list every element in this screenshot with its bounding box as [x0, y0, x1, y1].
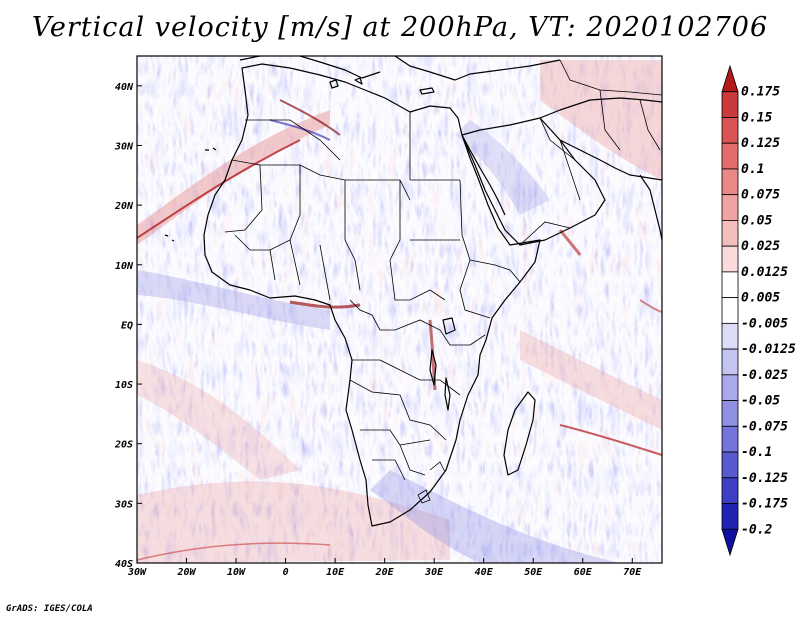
- colorbar-label: 0.005: [741, 291, 780, 306]
- coastlines: [164, 56, 662, 527]
- plot-frame: [136, 55, 663, 564]
- colorbar-swatch: [721, 297, 739, 324]
- y-tick-label: 40S: [115, 559, 133, 570]
- colorbar-label: 0.15: [741, 110, 772, 125]
- y-tick-label: 20S: [114, 440, 133, 451]
- colorbar-label: -0.075: [741, 419, 788, 434]
- y-axis: 40N 30N 20N 10N EQ 10S 20S 30S 40S: [114, 82, 142, 570]
- y-tick-label: 40N: [115, 82, 134, 93]
- colorbar-label: 0.125: [741, 136, 780, 151]
- colorbar-swatch: [721, 220, 739, 247]
- y-tick-label: 30S: [114, 499, 133, 510]
- x-tick-label: 0: [283, 567, 289, 578]
- colorbar-label: -0.1: [741, 445, 772, 460]
- colorbar-label: 0.075: [741, 188, 780, 203]
- colorbar-swatch: [721, 271, 739, 299]
- x-tick-label: 10E: [326, 567, 345, 578]
- colorbar-swatch: [721, 142, 739, 170]
- y-tick-label: EQ: [121, 320, 133, 331]
- country-borders: [224, 59, 662, 504]
- colorbar-swatch: [721, 400, 739, 427]
- x-tick-label: 60E: [574, 567, 593, 578]
- x-tick-label: 50E: [524, 567, 543, 578]
- velocity-field: [137, 56, 662, 563]
- x-tick-label: 40E: [475, 567, 494, 578]
- colorbar-label: 0.025: [741, 239, 780, 254]
- colorbar-swatch: [721, 348, 739, 376]
- colorbar-swatch: [721, 245, 739, 273]
- colorbar-swatch: [721, 425, 739, 453]
- colorbar-label: 0.0125: [741, 265, 788, 280]
- colorbar-swatch: [721, 374, 739, 401]
- x-tick-label: 30W: [127, 567, 147, 578]
- colorbar-label: -0.0125: [741, 342, 796, 357]
- colorbar-label: -0.025: [741, 368, 788, 383]
- colorbar-swatch: [721, 117, 739, 144]
- x-axis: 30W 20W 10W 0 10E 20E 30E 40E 50E 60E 70E: [127, 558, 642, 578]
- x-tick-label: 30E: [424, 567, 444, 578]
- colorbar-swatch: [721, 503, 739, 530]
- colorbar-swatch: [721, 91, 739, 118]
- y-tick-label: 10S: [115, 380, 133, 391]
- colorbar-label: 0.175: [741, 85, 780, 100]
- colorbar-label: 0.05: [741, 213, 772, 228]
- y-tick-label: 20N: [114, 201, 134, 212]
- colorbar-label: -0.125: [741, 471, 788, 486]
- credit-label: GrADS: IGES/COLA: [6, 604, 93, 614]
- y-tick-label: 10N: [115, 261, 134, 272]
- colorbar-swatch: [721, 168, 739, 196]
- colorbar-swatch: [721, 194, 739, 221]
- colorbar-swatch: [721, 451, 739, 479]
- x-tick-label: 70E: [623, 567, 642, 578]
- x-tick-label: 20E: [375, 567, 395, 578]
- colorbar-label: -0.2: [741, 522, 772, 537]
- x-tick-label: 20W: [176, 567, 196, 578]
- colorbar-label: -0.05: [741, 394, 780, 409]
- colorbar-label: -0.175: [741, 497, 788, 512]
- y-tick-label: 30N: [114, 141, 134, 152]
- x-tick-label: 10W: [227, 567, 246, 578]
- colorbar-swatch: [721, 528, 739, 557]
- chart-title: Vertical velocity [m/s] at 200hPa, VT: 2…: [31, 12, 769, 43]
- colorbar: 0.175 0.15 0.125 0.1 0.075 0.05 0.025 0.0125 0.0…: [721, 64, 796, 557]
- colorbar-label: 0.1: [741, 162, 764, 177]
- colorbar-label: -0.005: [741, 316, 788, 331]
- colorbar-swatch: [721, 64, 739, 93]
- colorbar-swatch: [721, 477, 739, 504]
- colorbar-swatch: [721, 322, 739, 350]
